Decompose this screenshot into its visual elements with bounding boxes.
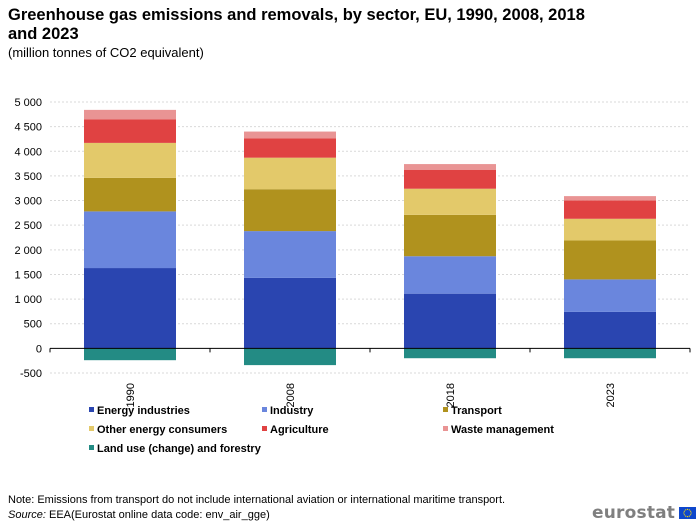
flag-star — [683, 510, 686, 512]
chart: -500 0 500 1 000 1 500 2 000 2 500 3 000 3 500 4 … — [14, 97, 691, 455]
bar-2023-waste-management[interactable] — [564, 196, 656, 201]
bar-2018-energy-industries[interactable] — [404, 293, 496, 349]
bar-1990-transport[interactable] — [84, 177, 176, 212]
x-tick-label: 2018 — [445, 383, 457, 407]
bar-1990-industry[interactable] — [84, 211, 176, 269]
bar-2018-agriculture[interactable] — [404, 169, 496, 189]
y-tick-label: 5 000 — [14, 97, 42, 109]
chart-title: Greenhouse gas emissions and removals, b… — [8, 6, 585, 43]
source-text: EEA(Eurostat online data code: env_air_g… — [45, 509, 270, 521]
y-tick-label: 4 500 — [14, 122, 42, 134]
y-tick-label: 1 000 — [14, 294, 42, 306]
x-tick-label: 2023 — [605, 383, 617, 407]
bar-2008-agriculture[interactable] — [244, 138, 336, 158]
bar-2008-transport[interactable] — [244, 189, 336, 232]
legend-swatch — [443, 426, 448, 431]
flag-star — [690, 512, 692, 514]
flag-star — [685, 509, 687, 511]
bar-2023-energy-industries[interactable] — [564, 311, 656, 349]
bar-1990-other-energy-consumers[interactable] — [84, 142, 176, 178]
y-tick-label: 500 — [24, 319, 42, 331]
flag-star — [690, 510, 692, 512]
bar-2023-other-energy-consumers[interactable] — [564, 218, 656, 241]
bar-2008-land-use-change-and-forestry[interactable] — [244, 348, 336, 366]
flag-star — [690, 514, 692, 516]
eu-flag-icon — [679, 507, 697, 519]
legend-swatch — [89, 445, 94, 450]
source: Source: EEA(Eurostat online data code: e… — [8, 509, 270, 521]
bar-2018-industry[interactable] — [404, 256, 496, 294]
bar-2018-transport[interactable] — [404, 214, 496, 257]
bar-2018-waste-management[interactable] — [404, 164, 496, 170]
bar-2008-energy-industries[interactable] — [244, 277, 336, 349]
legend-item[interactable]: Waste management — [443, 424, 554, 436]
bar-2008-waste-management[interactable] — [244, 131, 336, 139]
legend-label: Waste management — [451, 424, 554, 436]
legend-swatch — [443, 407, 448, 412]
bar-1990-land-use-change-and-forestry[interactable] — [84, 348, 176, 361]
bar-2008-industry[interactable] — [244, 231, 336, 278]
logo-text: eurostat — [592, 503, 676, 523]
note: Note: Emissions from transport do not in… — [8, 494, 506, 506]
legend-swatch — [262, 426, 267, 431]
y-tick-label: 2 000 — [14, 245, 42, 257]
y-tick-label: 3 500 — [14, 171, 42, 183]
bar-1990-agriculture[interactable] — [84, 119, 176, 143]
legend-item[interactable]: Land use (change) and forestry — [89, 443, 262, 455]
bar-2023-industry[interactable] — [564, 279, 656, 312]
legend-item[interactable]: Agriculture — [262, 424, 329, 436]
chart-subtitle: (million tonnes of CO2 equivalent) — [8, 45, 204, 60]
legend-swatch — [89, 426, 94, 431]
bars-layer — [84, 109, 656, 366]
legend-label: Industry — [270, 405, 314, 417]
legend-swatch — [262, 407, 267, 412]
legend-item[interactable]: Industry — [262, 405, 314, 417]
legend-item[interactable]: Transport — [443, 405, 502, 417]
legend-label: Other energy consumers — [97, 424, 227, 436]
flag-star — [688, 515, 691, 517]
eurostat-logo[interactable]: eurostat — [592, 503, 697, 523]
y-tick-label: 2 500 — [14, 220, 42, 232]
flag-star — [683, 514, 686, 516]
bar-2023-transport[interactable] — [564, 240, 656, 280]
flag-star — [687, 508, 689, 510]
legend-swatch — [89, 407, 94, 412]
legend-item[interactable]: Other energy consumers — [89, 424, 227, 436]
legend-label: Transport — [451, 405, 502, 417]
bar-2023-agriculture[interactable] — [564, 200, 656, 219]
legend-label: Energy industries — [97, 405, 190, 417]
legend-label: Agriculture — [270, 424, 329, 436]
bar-1990-energy-industries[interactable] — [84, 268, 176, 349]
y-tick-label: 3 000 — [14, 196, 42, 208]
bar-1990-waste-management[interactable] — [84, 109, 176, 120]
y-tick-label: 1 500 — [14, 269, 42, 281]
legend: Energy industries Industry Transport Other … — [89, 405, 554, 455]
bar-2008-other-energy-consumers[interactable] — [244, 157, 336, 190]
x-tick-label: 1990 — [125, 383, 137, 407]
bar-2018-other-energy-consumers[interactable] — [404, 188, 496, 215]
bar-2018-land-use-change-and-forestry[interactable] — [404, 348, 496, 359]
y-tick-label: 4 000 — [14, 146, 42, 158]
x-tick-label: 2008 — [285, 383, 297, 407]
flag-star — [688, 509, 691, 511]
source-label: Source: — [8, 509, 46, 521]
y-tick-label: -500 — [20, 368, 42, 380]
flag-star — [683, 512, 685, 514]
axis-layer: -500 0 500 1 000 1 500 2 000 2 500 3 000 3 500 4 … — [14, 97, 691, 407]
flag-star — [687, 516, 689, 518]
y-tick-label: 0 — [36, 343, 42, 355]
legend-item[interactable]: Energy industries — [89, 405, 190, 417]
flag-star — [685, 515, 687, 517]
legend-label: Land use (change) and forestry — [97, 443, 262, 455]
bar-2023-land-use-change-and-forestry[interactable] — [564, 348, 656, 359]
